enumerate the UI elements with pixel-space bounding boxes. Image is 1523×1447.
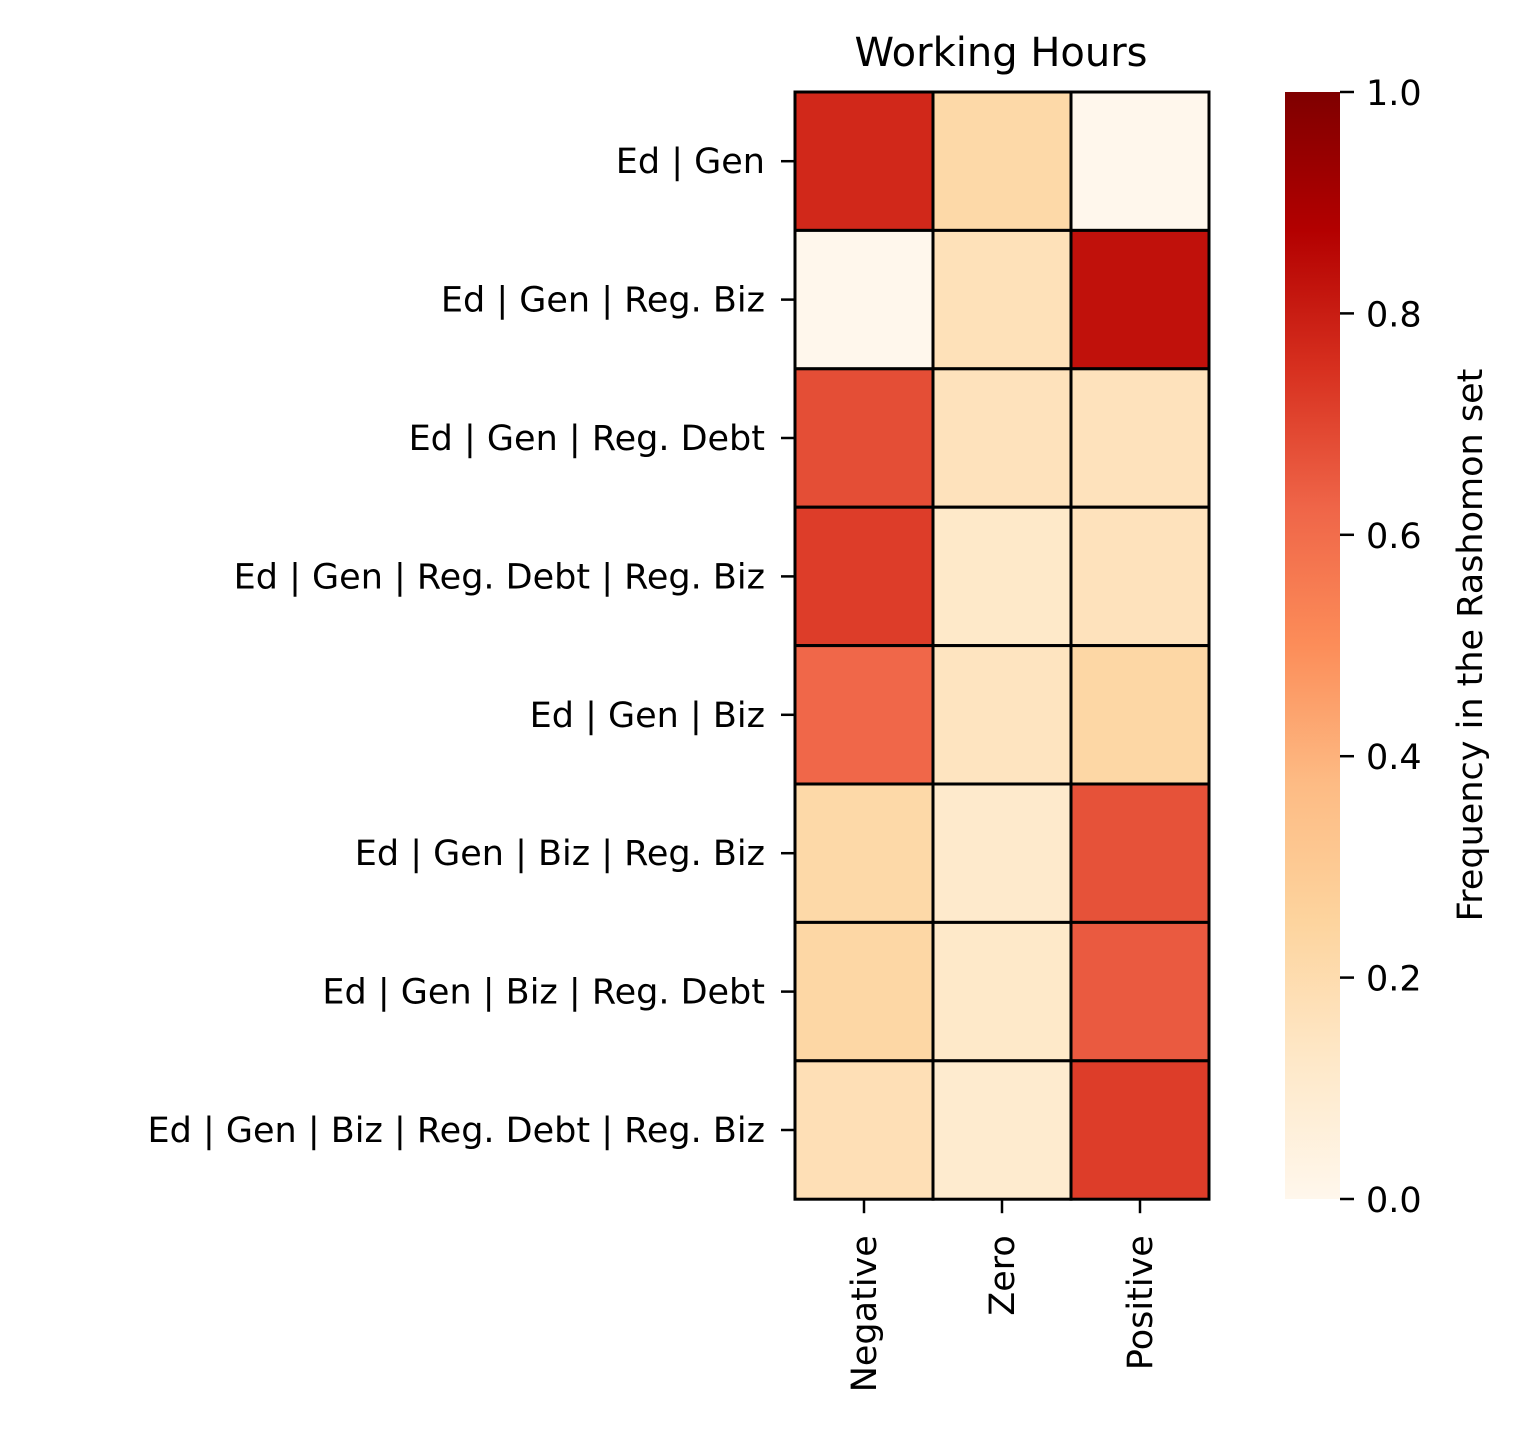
colorbar-tick-label: 0.8 bbox=[1366, 295, 1422, 335]
heatmap-cell bbox=[793, 782, 935, 924]
heatmap-cell bbox=[793, 228, 935, 371]
colorbar-label: Frequency in the Rashomon set bbox=[1451, 369, 1491, 922]
heatmap-cell bbox=[793, 920, 935, 1063]
colorbar-tick-label: 0.2 bbox=[1366, 960, 1422, 1000]
heatmap-cell bbox=[1069, 228, 1211, 371]
heatmap-cell bbox=[1069, 920, 1211, 1063]
heatmap-cell bbox=[793, 1059, 935, 1201]
column-tick-labels: Negative Zero Positive bbox=[845, 1199, 1161, 1392]
heatmap-cell bbox=[1069, 90, 1211, 232]
heatmap-cell bbox=[793, 505, 935, 648]
heatmap-cell bbox=[931, 367, 1073, 509]
heatmap-cell bbox=[1069, 782, 1211, 924]
heatmap-cell bbox=[1069, 367, 1211, 509]
heatmap-cell bbox=[1069, 644, 1211, 786]
colorbar-tick-label: 0.6 bbox=[1366, 517, 1422, 557]
column-tick-label: Negative bbox=[845, 1235, 885, 1392]
row-tick-label: Ed | Gen | Biz | Reg. Debt | Reg. Biz bbox=[148, 1111, 765, 1151]
colorbar: 0.0 0.2 0.4 0.6 0.8 1.0 Frequency in the Rash… bbox=[1285, 74, 1491, 1221]
heatmap-cell bbox=[931, 228, 1073, 371]
row-tick-label: Ed | Gen | Reg. Debt | Reg. Biz bbox=[234, 557, 765, 597]
column-tick-label: Positive bbox=[1121, 1235, 1161, 1370]
heatmap-cell bbox=[1069, 505, 1211, 648]
colorbar-tick-label: 0.4 bbox=[1366, 738, 1422, 778]
colorbar-ticks: 0.0 0.2 0.4 0.6 0.8 1.0 bbox=[1340, 74, 1422, 1221]
heatmap-cell bbox=[931, 90, 1073, 232]
heatmap-cell bbox=[931, 1059, 1073, 1201]
heatmap-cell bbox=[793, 367, 935, 509]
heatmap-cell bbox=[931, 505, 1073, 648]
column-tick-label: Zero bbox=[983, 1235, 1023, 1316]
heatmap-cell bbox=[931, 920, 1073, 1063]
row-tick-label: Ed | Gen bbox=[616, 142, 765, 182]
row-tick-label: Ed | Gen | Reg. Debt bbox=[409, 419, 765, 459]
heatmap-cell bbox=[793, 644, 935, 786]
chart-title: Working Hours bbox=[854, 30, 1147, 76]
colorbar-gradient bbox=[1285, 92, 1340, 1199]
colorbar-tick-label: 1.0 bbox=[1366, 74, 1422, 114]
heatmap-cell bbox=[931, 782, 1073, 924]
row-tick-labels: Ed | Gen Ed | Gen | Reg. Biz Ed | Gen | Re… bbox=[148, 142, 795, 1151]
row-tick-label: Ed | Gen | Biz | Reg. Debt bbox=[322, 973, 765, 1013]
colorbar-tick-label: 0.0 bbox=[1366, 1181, 1422, 1221]
heatmap-cell bbox=[793, 90, 935, 232]
row-tick-label: Ed | Gen | Reg. Biz bbox=[441, 281, 765, 321]
heatmap-cell bbox=[1069, 1059, 1211, 1201]
row-tick-label: Ed | Gen | Biz bbox=[530, 696, 765, 736]
heatmap-cell bbox=[931, 644, 1073, 786]
heatmap-cells bbox=[793, 90, 1211, 1201]
row-tick-label: Ed | Gen | Biz | Reg. Biz bbox=[355, 834, 765, 874]
